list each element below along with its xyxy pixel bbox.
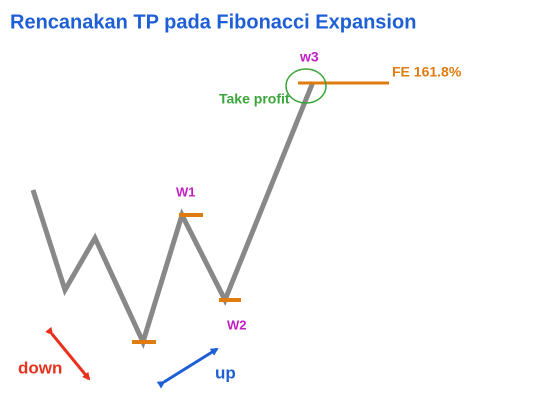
up-arrow — [156, 347, 219, 389]
take-profit-label: Take profit — [219, 91, 290, 107]
w3-label: w3 — [299, 49, 319, 65]
tp-circle — [285, 68, 327, 104]
down-label: down — [18, 358, 62, 377]
down-arrow — [45, 326, 91, 381]
w1-label: W1 — [176, 184, 196, 199]
fe-label: FE 161.8% — [392, 64, 462, 80]
up-label: up — [215, 363, 236, 382]
price-wave — [30, 81, 316, 349]
title: Rencanakan TP pada Fibonacci Expansion — [10, 11, 416, 33]
w2-label: W2 — [227, 317, 247, 332]
